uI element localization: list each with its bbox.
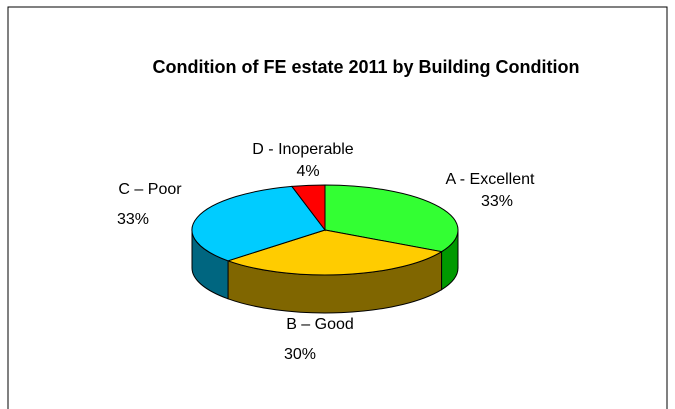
value-label: 4% — [296, 163, 319, 180]
pie-slice — [290, 184, 326, 232]
pie-slice — [226, 229, 443, 276]
value-label: 33% — [481, 193, 513, 210]
value-label: 30% — [284, 346, 316, 363]
value-label: 33% — [117, 211, 149, 228]
pie-slice — [191, 185, 326, 262]
category-label: B – Good — [286, 316, 354, 333]
chart-title: Condition of FE estate 2011 by Building … — [152, 57, 579, 77]
category-label: C – Poor — [118, 181, 182, 198]
category-label: D - Inoperable — [252, 141, 353, 158]
category-label: A - Excellent — [446, 171, 535, 188]
pie-slice — [324, 184, 459, 253]
